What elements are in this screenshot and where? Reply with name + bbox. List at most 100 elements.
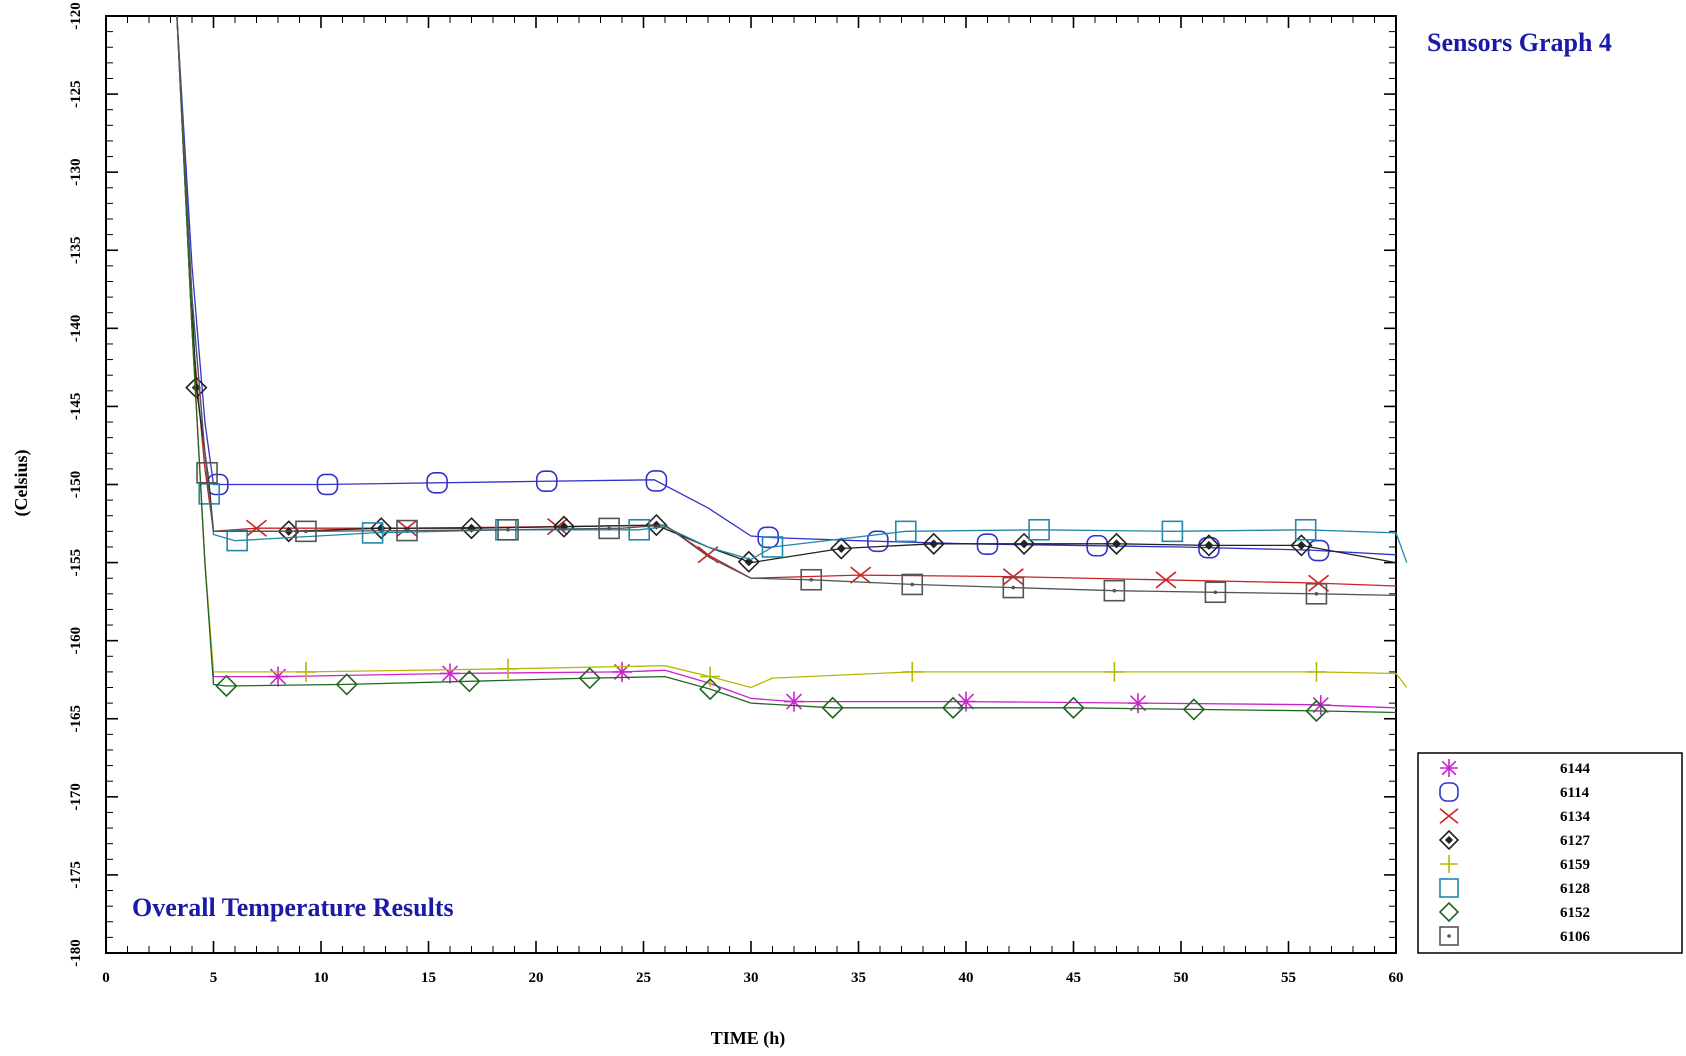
point-6152 [458, 670, 481, 693]
point-6134 [1002, 568, 1024, 586]
point-6114 [867, 530, 889, 553]
legend-marker-6128 [1439, 878, 1459, 898]
legend-box [1417, 752, 1683, 954]
legend-marker-6159 [1440, 855, 1458, 873]
point-6152 [215, 674, 238, 698]
series-line-6152 [176, 15, 1397, 714]
x-tick-label: 30 [744, 970, 759, 986]
x-tick-label: 35 [851, 970, 866, 986]
x-tick-label: 50 [1174, 970, 1189, 986]
point-6128 [894, 520, 917, 543]
point-6106 [1103, 579, 1126, 602]
y-tick-label: -165 [68, 705, 84, 733]
y-tick-label: -175 [68, 861, 84, 889]
point-6144 [784, 691, 804, 712]
point-6144 [1128, 693, 1148, 714]
legend-marker-6144 [1440, 759, 1458, 777]
point-6127 [922, 532, 945, 555]
x-tick-label: 15 [421, 970, 436, 986]
y-tick-label: -120 [68, 2, 84, 30]
point-6159 [1306, 661, 1327, 682]
y-axis-label: (Celsius) [11, 449, 32, 516]
point-6159 [700, 666, 721, 687]
point-6152 [335, 673, 358, 696]
chart-title: Sensors Graph 4 [1427, 28, 1612, 57]
y-tick-label: -150 [68, 471, 84, 499]
point-6159 [902, 661, 923, 682]
y-tick-label: -130 [68, 158, 84, 186]
legend-marker-6134 [1439, 808, 1459, 824]
point-6152 [1305, 699, 1328, 723]
point-6114 [1086, 534, 1108, 557]
point-6144 [612, 661, 632, 682]
legend-marker-6127 [1438, 829, 1460, 851]
point-6134 [246, 519, 267, 537]
series-line-6114 [176, 15, 1397, 556]
y-tick-label: -155 [68, 549, 84, 577]
point-6152 [941, 696, 965, 719]
x-tick-label: 40 [959, 970, 974, 986]
point-6114 [535, 470, 558, 493]
x-tick-label: 10 [314, 970, 329, 986]
point-6106 [901, 573, 924, 596]
point-6134 [850, 566, 872, 584]
point-6152 [1182, 698, 1206, 721]
point-6128 [761, 536, 784, 558]
legend-marker-6106 [1439, 926, 1459, 946]
legend-label-6152: 6152 [1560, 905, 1590, 921]
y-tick-labels: -120 -125 -130 -135 -140 -145 -150 -155 -160 -165… [68, 2, 84, 967]
series-line-6127 [176, 15, 1397, 564]
point-6159 [295, 661, 316, 682]
x-axis-label: TIME (h) [711, 1028, 786, 1049]
x-tick-label: 0 [102, 970, 110, 986]
point-6152 [699, 677, 722, 701]
point-6128 [1161, 520, 1184, 543]
x-tick-label: 20 [529, 970, 544, 986]
point-6114 [426, 472, 448, 494]
legend-label-6128: 6128 [1560, 881, 1590, 897]
x-tick-label: 5 [210, 970, 218, 986]
series-line-6134 [176, 15, 1397, 587]
point-6144 [268, 666, 288, 687]
chart-subtitle: Overall Temperature Results [132, 893, 454, 922]
point-6159 [498, 658, 519, 679]
legend-label-6134: 6134 [1560, 809, 1591, 825]
point-6152 [821, 696, 844, 719]
point-6128 [628, 518, 651, 541]
legend-label-6114: 6114 [1560, 785, 1590, 801]
point-6144 [440, 663, 460, 684]
point-6106 [295, 520, 317, 543]
y-tick-label: -125 [68, 80, 84, 108]
legend-label-6159: 6159 [1560, 857, 1590, 873]
point-6106 [1002, 576, 1025, 599]
point-6106 [1204, 581, 1227, 604]
point-6106 [1305, 583, 1328, 605]
point-6134 [1155, 571, 1177, 589]
series-group [176, 15, 1408, 723]
point-6128 [1028, 518, 1050, 541]
axis-ticks [105, 15, 1397, 954]
y-tick-label: -160 [68, 627, 84, 655]
point-6144 [956, 691, 976, 712]
legend-label-6106: 6106 [1560, 929, 1591, 945]
point-6128 [361, 522, 384, 544]
point-6128 [226, 529, 248, 552]
point-6127 [1197, 534, 1221, 557]
y-tick-label: -140 [68, 315, 84, 343]
series-line-6128 [176, 15, 1408, 563]
x-tick-labels: 0 5 10 15 20 25 30 35 40 45 50 55 60 [102, 970, 1403, 986]
point-6114 [645, 470, 668, 492]
series-line-6144 [176, 15, 1397, 709]
point-6114 [1198, 536, 1220, 559]
series-line-6106 [176, 15, 1397, 597]
point-6152 [1062, 696, 1085, 719]
point-6159 [1104, 661, 1125, 682]
point-6127 [830, 537, 853, 560]
point-6128 [198, 483, 220, 505]
y-tick-label: -145 [68, 393, 84, 421]
point-6152 [578, 667, 601, 690]
legend-label-6127: 6127 [1560, 833, 1591, 849]
point-6106 [800, 568, 823, 591]
point-6127 [1105, 532, 1128, 555]
